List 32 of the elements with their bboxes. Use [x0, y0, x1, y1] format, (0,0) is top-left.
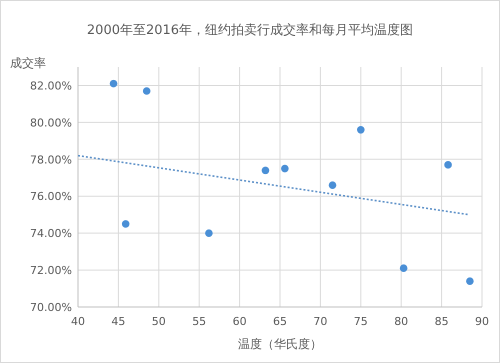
point [328, 181, 336, 189]
y-tick-label: 80.00% [30, 116, 72, 130]
point [122, 220, 130, 228]
point [142, 87, 150, 95]
y-tick-label: 78.00% [30, 153, 72, 166]
x-tick-label: 70 [313, 315, 328, 328]
y-tick-label: 76.00% [30, 190, 72, 204]
y-axis-title: 成交率 [10, 56, 46, 70]
chart-title: 2000年至2016年，纽约拍卖行成交率和每月平均温度图 [86, 22, 414, 38]
point [110, 80, 118, 88]
x-tick-label: 80 [394, 315, 408, 328]
y-tick-label: 72.00% [30, 264, 72, 278]
y-tick-label: 74.00% [30, 227, 72, 240]
x-tick-label: 50 [152, 315, 166, 328]
x-tick-label: 45 [111, 315, 126, 328]
point [262, 166, 270, 174]
x-tick-label: 60 [232, 315, 247, 328]
y-tick-label: 82.00% [30, 79, 72, 92]
point [444, 161, 452, 169]
point [357, 126, 365, 134]
x-axis-title: 温度（华氏度） [238, 337, 322, 351]
y-tick-label: 70.00% [30, 301, 72, 314]
x-tick-label: 75 [354, 315, 368, 328]
x-tick-label: 55 [192, 315, 206, 328]
x-tick-label: 90 [475, 315, 489, 328]
point [281, 164, 289, 172]
point [466, 277, 474, 285]
point [400, 264, 408, 272]
point [205, 229, 213, 237]
x-tick-label: 40 [71, 315, 85, 328]
x-tick-label: 65 [273, 315, 287, 328]
x-tick-label: 85 [434, 315, 449, 328]
